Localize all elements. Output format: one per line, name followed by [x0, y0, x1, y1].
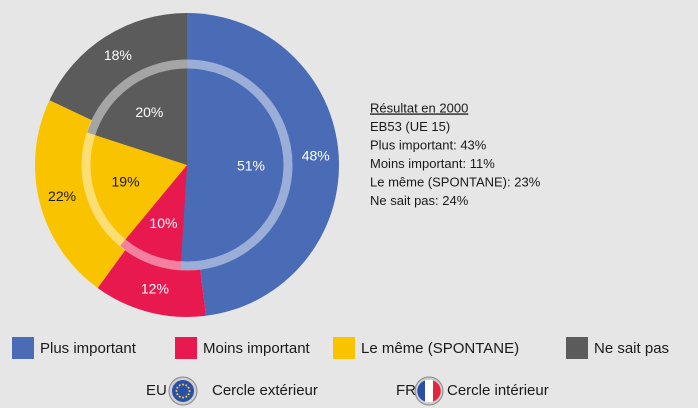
icon-star — [188, 390, 191, 392]
flag-icon — [414, 376, 444, 406]
legend-label: Ne sait pas — [594, 340, 669, 357]
slice-label: 22% — [48, 188, 76, 204]
icon-star — [185, 395, 188, 398]
slice-label: 51% — [237, 158, 265, 174]
ring-caption: Cercle extérieur — [212, 382, 318, 399]
note-line: Plus important: 43% — [370, 137, 487, 152]
slice-label: 10% — [149, 215, 177, 231]
icon-star — [182, 396, 184, 399]
series-name: FR — [396, 382, 416, 399]
icon-star — [187, 386, 190, 389]
ring-caption: Cercle intérieur — [447, 382, 549, 399]
icon-star — [178, 395, 181, 398]
icon-star — [178, 384, 181, 387]
note-line: Ne sait pas: 24% — [370, 193, 469, 208]
legend: Plus important Moins important Le même (SP… — [12, 337, 669, 359]
legend-swatch — [333, 337, 355, 359]
legend-swatch — [566, 337, 588, 359]
icon-star — [175, 390, 178, 392]
legend-swatch — [12, 337, 34, 359]
legend-label: Moins important — [203, 340, 311, 357]
slice-label: 19% — [112, 174, 140, 190]
slice — [82, 132, 187, 246]
icon-star — [185, 384, 188, 387]
slice — [87, 60, 187, 165]
icon-star — [187, 393, 190, 396]
note-heading: Résultat en 2000 — [370, 100, 468, 115]
legend-label: Plus important — [40, 340, 137, 357]
note-line: Moins important: 11% — [370, 156, 495, 171]
slice — [120, 165, 187, 270]
slice-label: 48% — [302, 148, 330, 164]
icon-star — [182, 383, 184, 386]
pie: 48% 12% 22% 18% 51% 10% 19% 20% — [34, 13, 340, 317]
ring-captions: EU 27 Cercle extérieur FR Cercle intérieur — [146, 376, 549, 406]
icon-star — [176, 386, 179, 389]
notes: Résultat en 2000 EB53 (UE 15) Plus importa… — [370, 100, 541, 208]
legend-label: Le même (SPONTANE) — [361, 340, 519, 357]
icon-face — [172, 380, 194, 402]
flag-icon — [168, 376, 198, 406]
icon-red — [433, 380, 441, 402]
slice-label: 12% — [141, 281, 169, 297]
icon-white — [425, 380, 433, 402]
inner-ring — [81, 59, 293, 271]
slice-label: 18% — [104, 47, 132, 63]
slice — [180, 60, 292, 270]
icon-star — [176, 393, 179, 396]
icon-blue — [417, 380, 425, 402]
note-line: Le même (SPONTANE): 23% — [370, 174, 541, 189]
slice-label: 20% — [135, 104, 163, 120]
legend-swatch — [175, 337, 197, 359]
note-line: EB53 (UE 15) — [370, 119, 450, 134]
